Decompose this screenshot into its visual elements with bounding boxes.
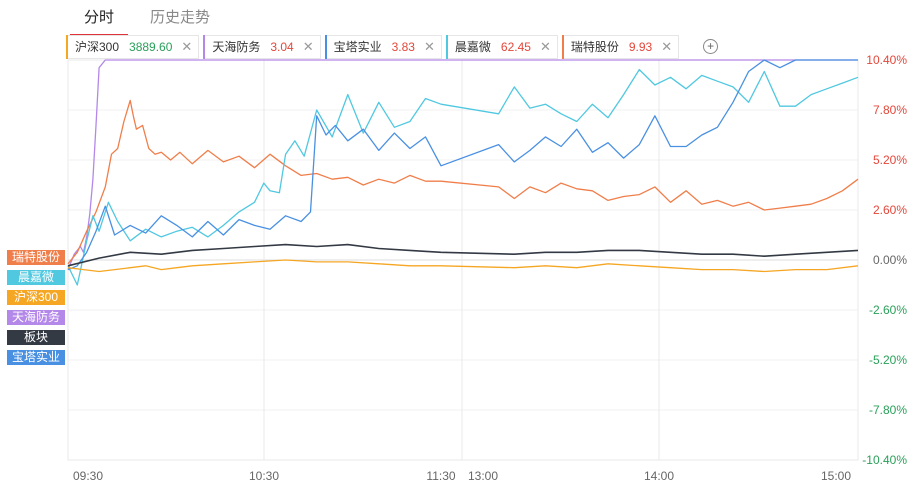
chip-value: 3.04 [270,39,294,54]
close-icon[interactable]: ✕ [423,38,435,54]
series-line [67,59,858,270]
close-icon[interactable]: ✕ [539,38,551,54]
x-tick-label: 10:30 [249,469,279,483]
y-tick-label: -5.20% [869,353,907,367]
x-tick-label: 13:00 [468,469,498,483]
stock-chip-jingjia[interactable]: 晨嘉微 62.45 ✕ [445,34,558,59]
series-line [67,243,859,267]
x-tick-label: 11:30 [426,469,455,483]
stock-chip-baota[interactable]: 宝塔实业 3.83 ✕ [324,34,442,59]
y-tick-label: -7.80% [869,403,907,417]
stock-chip-ruite[interactable]: 瑞特股份 9.93 ✕ [561,34,680,59]
close-icon[interactable]: ✕ [181,38,193,54]
tab-history[interactable]: 历史走势 [150,9,211,26]
x-tick-label: 09:30 [73,469,103,483]
close-icon[interactable]: ✕ [661,38,673,54]
chip-color-bar [203,34,206,59]
add-circle-icon[interactable]: + [703,39,719,54]
y-tick-label: -2.60% [869,303,907,317]
chip-name: 晨嘉微 [454,40,491,54]
stock-chip-hs300[interactable]: 沪深300 3889.60 ✕ [66,34,200,59]
y-tick-label: 0.00% [873,253,907,267]
chip-color-bar [66,34,68,59]
chip-value: 3.83 [391,39,415,54]
chip-name: 宝塔实业 [333,40,382,54]
chip-color-bar [561,34,564,59]
series-line [67,99,859,265]
chip-name: 沪深300 [75,40,120,54]
series-line [67,68,859,286]
y-tick-label: 7.80% [873,103,907,117]
series-legend: 瑞特股份 晨嘉微 沪深300 天海防务 板块 宝塔实业 [7,250,65,370]
legend-item[interactable]: 瑞特股份 [7,250,65,265]
y-tick-label: -10.40% [862,453,907,467]
y-tick-label: 10.40% [866,53,907,67]
y-tick-label: 2.60% [873,203,907,217]
close-icon[interactable]: ✕ [302,38,314,54]
legend-item[interactable]: 沪深300 [7,290,65,305]
x-tick-label: 15:00 [821,469,851,483]
legend-item[interactable]: 晨嘉微 [7,270,65,285]
stock-chip-bar: 沪深300 3889.60 ✕ 天海防务 3.04 ✕ 宝塔实业 3.83 ✕ … [66,34,719,59]
legend-item[interactable]: 天海防务 [7,310,65,325]
legend-item[interactable]: 宝塔实业 [7,350,65,365]
chip-color-bar [445,34,448,59]
series-line [67,259,859,273]
series-line [67,59,858,271]
chip-name: 瑞特股份 [570,40,619,54]
legend-item[interactable]: 板块 [7,330,65,345]
chip-name: 天海防务 [212,40,261,54]
x-tick-label: 14:00 [644,469,674,483]
chip-color-bar [324,34,327,59]
chip-value: 3889.60 [129,39,173,54]
y-tick-label: 5.20% [873,153,907,167]
chip-value: 9.93 [628,39,653,54]
stock-chip-tianhai[interactable]: 天海防务 3.04 ✕ [203,34,321,59]
chip-value: 62.45 [500,39,531,54]
